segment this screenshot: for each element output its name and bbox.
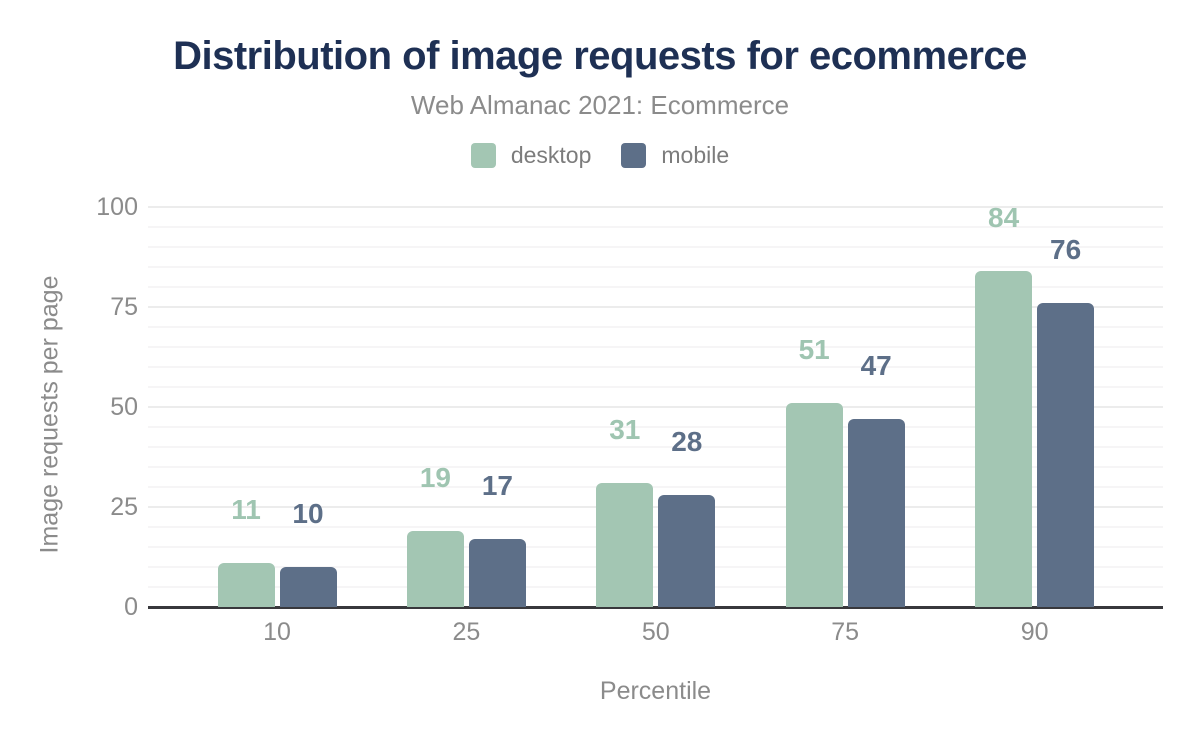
value-label-mobile-90: 76 bbox=[1050, 234, 1082, 265]
bar-mobile-10 bbox=[279, 567, 337, 607]
x-axis-line bbox=[148, 606, 1163, 609]
gridline-minor-40 bbox=[148, 446, 1163, 448]
gridline-minor-20 bbox=[148, 526, 1163, 528]
y-tick-label-75: 75 bbox=[110, 293, 138, 321]
x-tick-label-25: 25 bbox=[452, 618, 481, 646]
gridline-minor-10 bbox=[148, 566, 1163, 568]
value-label-desktop-75: 51 bbox=[798, 334, 830, 365]
gridline-minor-95 bbox=[148, 226, 1163, 228]
mobile-swatch-icon bbox=[621, 143, 647, 168]
x-tick-label-90: 90 bbox=[1020, 618, 1049, 646]
bar-desktop-25 bbox=[406, 531, 464, 607]
bar-desktop-10 bbox=[217, 563, 275, 607]
gridline-minor-65 bbox=[148, 346, 1163, 348]
legend-item-desktop: desktop bbox=[470, 142, 592, 169]
legend-label-desktop: desktop bbox=[510, 142, 592, 168]
gridline-minor-15 bbox=[148, 546, 1163, 548]
y-tick-label-50: 50 bbox=[110, 393, 138, 421]
x-tick-label-75: 75 bbox=[831, 618, 860, 646]
gridline-minor-45 bbox=[148, 426, 1163, 428]
value-label-mobile-75: 47 bbox=[860, 350, 892, 381]
bar-desktop-75 bbox=[785, 403, 843, 607]
gridline-minor-90 bbox=[148, 246, 1163, 248]
y-tick-label-100: 100 bbox=[96, 193, 138, 221]
legend-item-mobile: mobile bbox=[621, 142, 729, 169]
gridline-major-75 bbox=[148, 306, 1163, 308]
x-tick-label-50: 50 bbox=[641, 618, 670, 646]
gridline-minor-30 bbox=[148, 486, 1163, 488]
value-label-desktop-90: 84 bbox=[988, 202, 1020, 233]
bar-mobile-25 bbox=[468, 539, 526, 607]
y-axis-title: Image requests per page bbox=[35, 275, 64, 554]
gridline-minor-60 bbox=[148, 366, 1163, 368]
bar-desktop-50 bbox=[596, 483, 654, 607]
chart-subtitle: Web Almanac 2021: Ecommerce bbox=[410, 90, 790, 120]
bar-mobile-75 bbox=[847, 419, 905, 607]
gridline-major-50 bbox=[148, 406, 1163, 408]
value-label-desktop-25: 19 bbox=[419, 462, 451, 493]
y-tick-label-0: 0 bbox=[124, 593, 138, 621]
legend: desktop mobile bbox=[0, 142, 1200, 169]
gridline-minor-85 bbox=[148, 266, 1163, 268]
gridline-minor-5 bbox=[148, 586, 1163, 588]
bar-mobile-50 bbox=[658, 495, 716, 607]
x-tick-label-10: 10 bbox=[263, 618, 291, 646]
value-label-desktop-10: 11 bbox=[231, 494, 261, 525]
chart-title: Distribution of image requests for ecomm… bbox=[173, 34, 1027, 78]
value-label-mobile-50: 28 bbox=[671, 426, 703, 457]
y-tick-label-25: 25 bbox=[110, 493, 138, 521]
gridline-minor-70 bbox=[148, 326, 1163, 328]
gridline-minor-55 bbox=[148, 386, 1163, 388]
gridline-major-25 bbox=[148, 506, 1163, 508]
desktop-swatch-icon bbox=[470, 143, 496, 168]
bar-desktop-90 bbox=[975, 271, 1033, 607]
legend-label-mobile: mobile bbox=[661, 142, 730, 168]
bar-mobile-90 bbox=[1037, 303, 1095, 607]
gridline-major-100 bbox=[148, 206, 1163, 208]
value-label-desktop-50: 31 bbox=[609, 414, 641, 445]
gridline-minor-80 bbox=[148, 286, 1163, 288]
x-axis-title: Percentile bbox=[599, 677, 712, 705]
value-label-mobile-25: 17 bbox=[481, 470, 513, 501]
value-label-mobile-10: 10 bbox=[292, 498, 324, 529]
gridline-minor-35 bbox=[148, 466, 1163, 468]
